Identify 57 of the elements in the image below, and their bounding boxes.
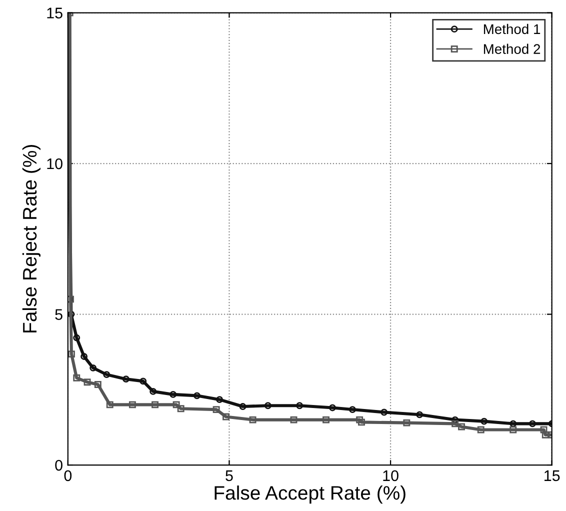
point bbox=[193, 392, 200, 400]
point bbox=[103, 371, 110, 378]
point bbox=[296, 402, 304, 410]
point bbox=[510, 420, 517, 428]
point bbox=[290, 416, 298, 424]
point bbox=[452, 420, 459, 428]
point bbox=[212, 406, 220, 414]
point bbox=[68, 350, 75, 358]
y-tick-label: 0 bbox=[55, 460, 62, 471]
point bbox=[349, 406, 356, 414]
point bbox=[152, 401, 158, 408]
y-tick-label: 5 bbox=[55, 309, 62, 320]
point bbox=[264, 402, 272, 410]
point bbox=[90, 364, 97, 372]
point bbox=[380, 408, 388, 416]
point bbox=[222, 413, 230, 420]
x-tick-label: 5 bbox=[226, 470, 233, 482]
x-tick-label: 15 bbox=[544, 470, 560, 482]
point bbox=[356, 416, 364, 424]
point bbox=[477, 426, 484, 434]
point bbox=[403, 419, 410, 426]
point bbox=[452, 416, 459, 424]
point bbox=[140, 378, 147, 385]
point bbox=[80, 353, 88, 360]
point bbox=[542, 431, 549, 438]
y-axis-title: False Reject Rate (%) bbox=[22, 145, 41, 332]
point bbox=[128, 401, 136, 408]
point bbox=[68, 310, 75, 318]
point bbox=[73, 334, 80, 342]
point bbox=[239, 403, 246, 410]
point bbox=[106, 401, 114, 408]
point bbox=[73, 374, 80, 382]
point bbox=[170, 390, 177, 398]
point bbox=[358, 418, 365, 426]
point bbox=[150, 388, 157, 395]
point bbox=[480, 418, 488, 425]
point bbox=[94, 381, 102, 388]
point bbox=[84, 378, 91, 386]
point bbox=[529, 420, 536, 428]
point bbox=[177, 405, 184, 412]
x-tick-label: 10 bbox=[383, 470, 398, 482]
x-tick-label: 0 bbox=[64, 470, 72, 482]
point bbox=[172, 401, 180, 408]
point bbox=[216, 396, 224, 404]
point bbox=[458, 423, 465, 430]
point bbox=[122, 376, 130, 383]
point bbox=[322, 416, 330, 424]
point bbox=[416, 411, 424, 418]
y-tick-label: 15 bbox=[47, 8, 62, 18]
point bbox=[249, 416, 256, 424]
legend-label: Method 1 bbox=[484, 24, 540, 34]
point bbox=[510, 426, 517, 434]
y-tick-label: 10 bbox=[47, 158, 62, 170]
point bbox=[328, 404, 336, 412]
x-axis-title: False Accept Rate (%) bbox=[214, 486, 406, 504]
point bbox=[540, 426, 548, 434]
legend-label: Method 2 bbox=[484, 44, 540, 54]
